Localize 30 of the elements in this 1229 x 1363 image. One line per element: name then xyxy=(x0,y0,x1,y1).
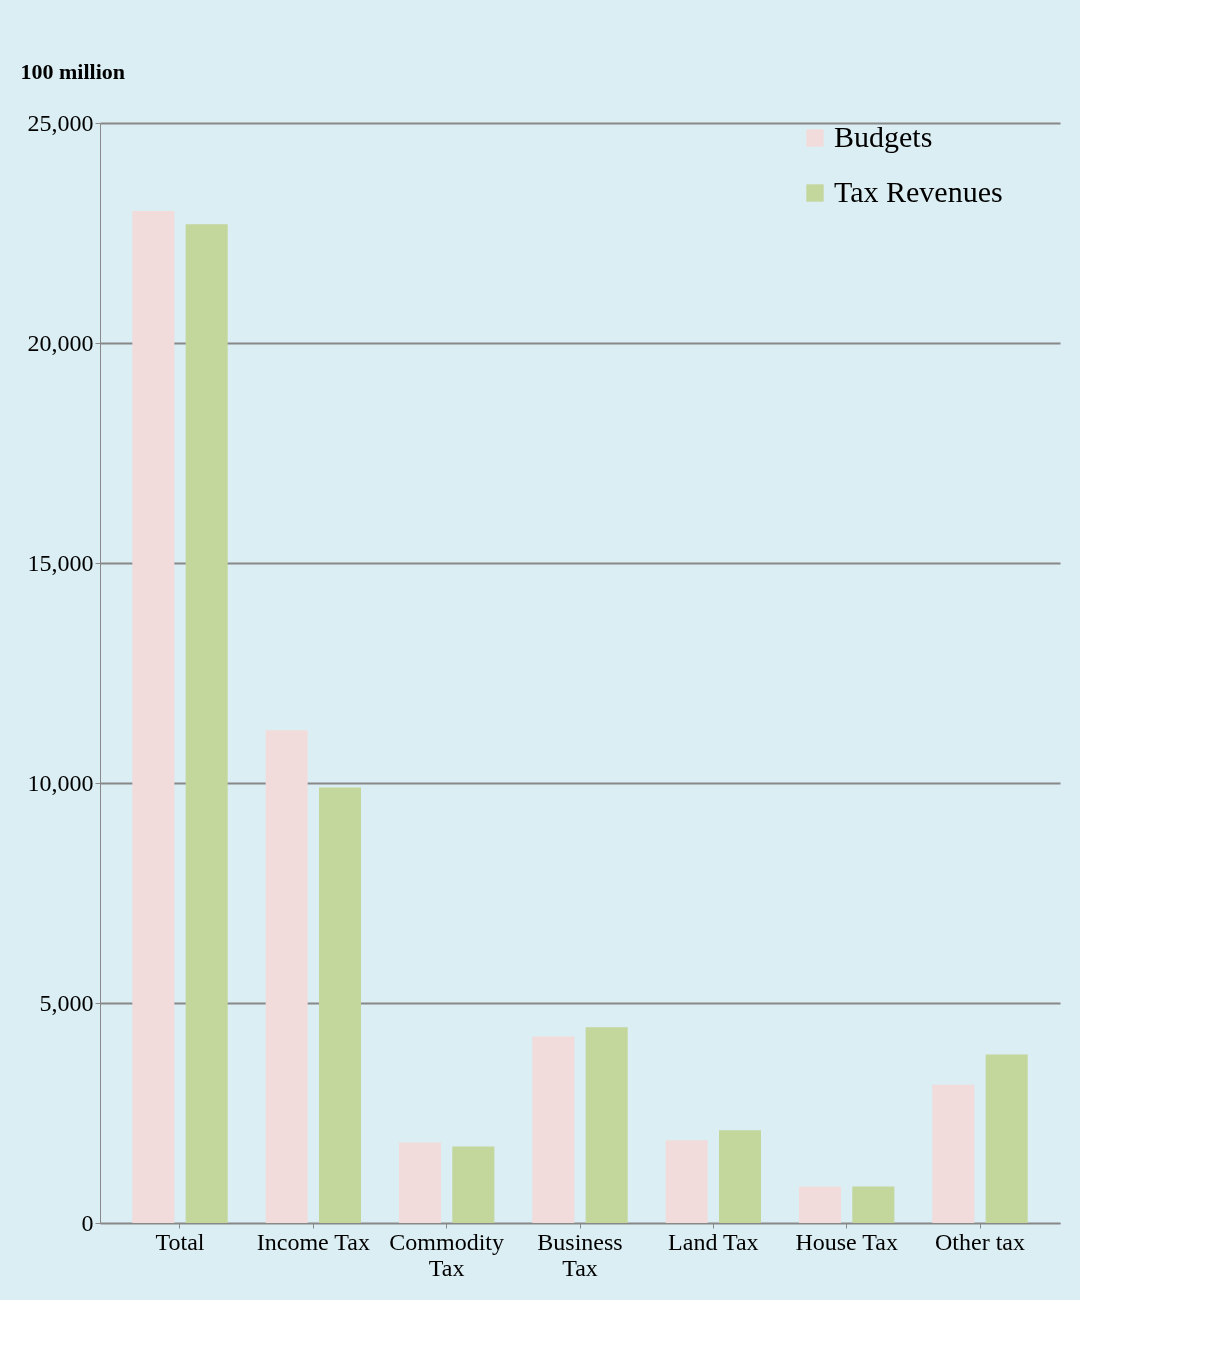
bar xyxy=(799,1186,841,1223)
bar xyxy=(132,211,175,1223)
bar xyxy=(319,787,361,1223)
x-tick-label: Land Tax xyxy=(668,1228,759,1255)
x-tick-label: Business Tax xyxy=(537,1228,623,1281)
bar xyxy=(185,224,228,1223)
bar xyxy=(452,1146,495,1223)
x-tick-label: Commodity Tax xyxy=(389,1228,505,1281)
y-tick-label: 0 xyxy=(81,1209,94,1236)
bar xyxy=(665,1140,708,1223)
y-tick-label: 25,000 xyxy=(27,109,94,136)
y-tick-label: 15,000 xyxy=(27,549,94,576)
y-tick-label: 10,000 xyxy=(27,769,94,796)
y-axis-title: 100 million xyxy=(20,58,126,84)
bar xyxy=(265,730,308,1223)
x-tick-label: House Tax xyxy=(795,1228,898,1255)
bar xyxy=(932,1084,975,1223)
bar xyxy=(719,1130,761,1223)
bar xyxy=(532,1036,575,1223)
legend-label: Budgets xyxy=(834,120,933,153)
x-tick-label: Total xyxy=(155,1228,205,1255)
bar xyxy=(852,1186,895,1223)
bar xyxy=(585,1027,628,1223)
y-tick-label: 5,000 xyxy=(39,989,94,1016)
y-tick-label: 20,000 xyxy=(27,329,94,356)
bar xyxy=(985,1054,1028,1223)
x-tick-label: Other tax xyxy=(935,1228,1025,1255)
legend-label: Tax Revenues xyxy=(834,175,1003,208)
x-tick-label: Income Tax xyxy=(256,1228,370,1255)
bar xyxy=(399,1142,441,1223)
